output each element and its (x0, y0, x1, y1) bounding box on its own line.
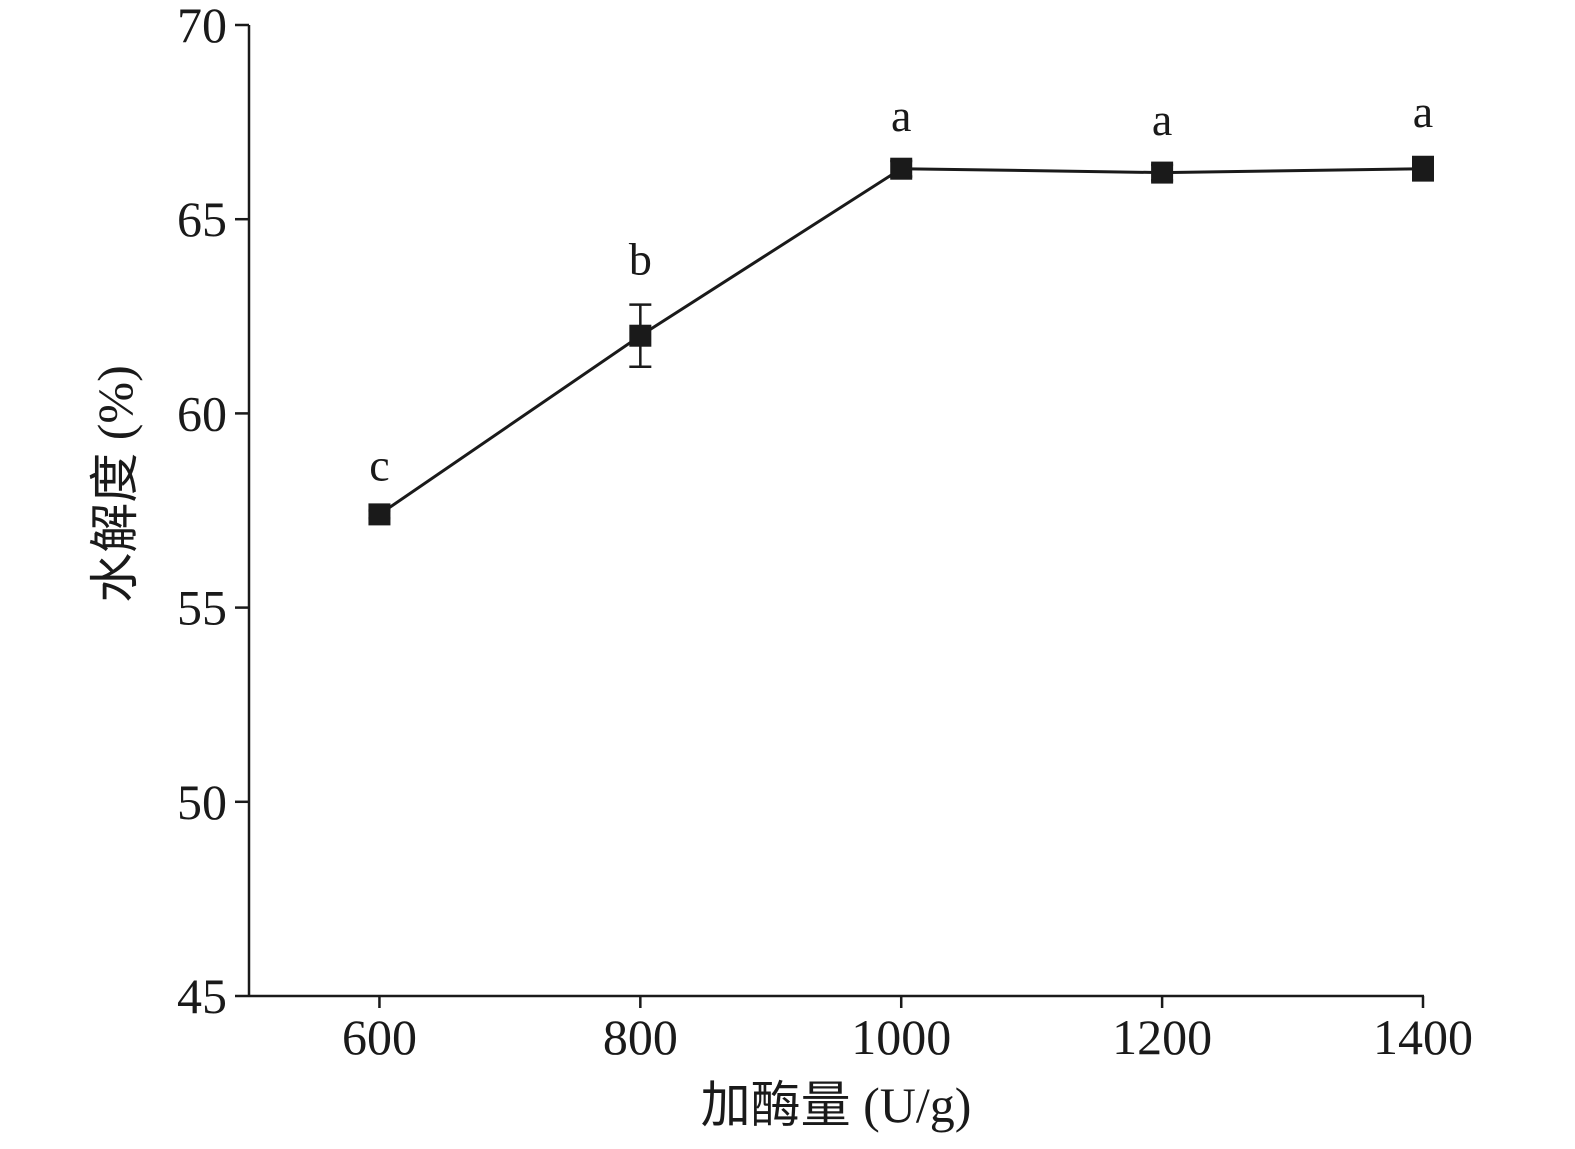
axis-ticks: 45 50 55 60 65 70 600 800 1000 1200 1400 (177, 0, 1473, 1065)
data-series (368, 155, 1434, 526)
series-line (378, 167, 1424, 516)
x-tick-label: 800 (603, 1009, 678, 1065)
data-point-marker (1412, 157, 1434, 180)
data-point-marker (890, 157, 913, 180)
x-tick-label: 600 (342, 1009, 417, 1065)
significance-label: a (1152, 94, 1172, 145)
data-point-marker (629, 324, 652, 347)
axes (247, 25, 1424, 998)
y-tick-label: 50 (177, 774, 227, 830)
y-tick-label: 55 (177, 580, 227, 636)
significance-label: a (891, 90, 911, 141)
y-tick-label: 60 (177, 385, 227, 441)
data-point-marker (1151, 161, 1174, 184)
y-tick-label: 70 (177, 0, 227, 53)
significance-labels: c b a a a (369, 86, 1433, 490)
x-axis-title: 加酶量 (U/g) (701, 1077, 972, 1133)
x-tick-label: 1400 (1373, 1009, 1473, 1065)
data-point-marker (368, 503, 391, 526)
y-tick-label: 45 (177, 968, 227, 1024)
x-tick-label: 1000 (851, 1009, 951, 1065)
x-tick-label: 1200 (1112, 1009, 1212, 1065)
y-tick-label: 65 (177, 191, 227, 247)
y-axis-title: 水解度 (%) (87, 365, 143, 602)
significance-label: a (1413, 86, 1433, 137)
significance-label: b (629, 234, 652, 285)
significance-label: c (369, 440, 389, 491)
